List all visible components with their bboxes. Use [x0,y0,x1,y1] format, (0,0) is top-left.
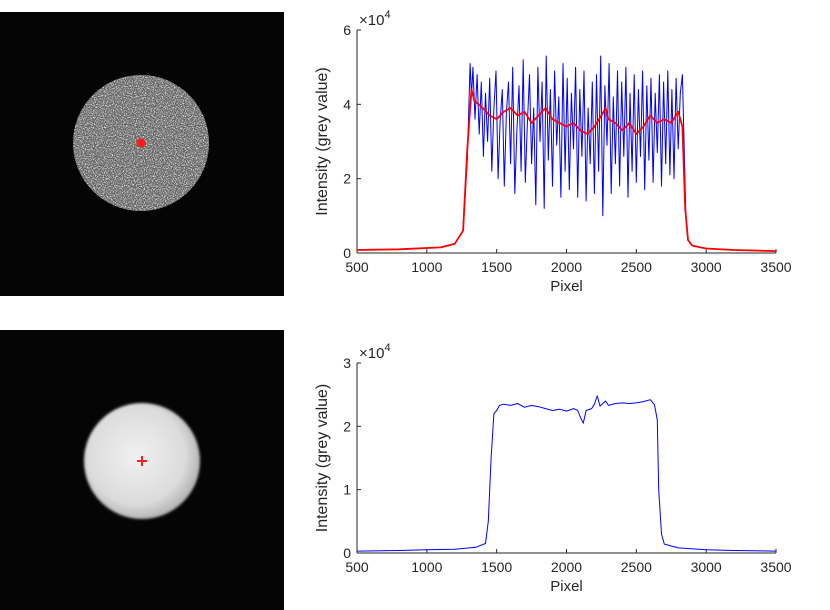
series-line [356,395,777,552]
x-tick-label: 3500 [760,559,791,575]
speckle-image-top [0,12,284,296]
x-axis-label: Pixel [550,278,583,295]
x-axis-label: Pixel [550,578,583,595]
y-tick-label: 6 [343,22,351,38]
x-tick-label: 500 [345,259,369,275]
speckle-image-svg [0,12,284,296]
chart-marks: 500 1000 1500 2000 2500 3000 3500 0 2 4 6 [343,22,792,275]
y-tick-label: 3 [343,355,351,371]
y-tick-label: 0 [343,545,351,561]
y-multiplier-exponent: 4 [384,9,390,21]
y-tick-label: 4 [343,96,351,112]
center-marker-top [136,138,146,148]
x-tick-label: 3000 [691,559,722,575]
x-tick-label: 2000 [551,259,582,275]
series-line [356,55,777,252]
x-tick-label: 500 [345,559,369,575]
x-tick-label: 2500 [621,559,652,575]
chart-marks: 500 1000 1500 2000 2500 3000 3500 0 1 2 3 [343,355,792,575]
y-multiplier-base: ×10 [359,12,384,29]
x-tick-label: 1500 [481,559,512,575]
y-multiplier-base: ×10 [359,345,384,362]
y-axis-label: Intensity (grey value) [314,67,331,216]
smooth-image-bottom [0,330,284,610]
x-tick-label: 1000 [411,259,442,275]
x-tick-label: 3000 [691,259,722,275]
y-multiplier: ×104 [359,342,391,362]
x-tick-label: 1000 [411,559,442,575]
y-multiplier-exponent: 4 [384,342,390,354]
y-tick-label: 1 [343,482,351,498]
x-tick-label: 3500 [760,259,791,275]
series-line [356,88,777,252]
x-tick-label: 2000 [551,559,582,575]
y-tick-label: 2 [343,418,351,434]
center-marker-bottom [137,456,147,466]
y-tick-label: 0 [343,245,351,261]
y-multiplier: ×104 [359,9,391,29]
y-tick-label: 2 [343,171,351,187]
smooth-image-svg [0,330,284,610]
x-tick-label: 2500 [621,259,652,275]
y-axis-label: Intensity (grey value) [314,384,331,533]
x-tick-label: 1500 [481,259,512,275]
